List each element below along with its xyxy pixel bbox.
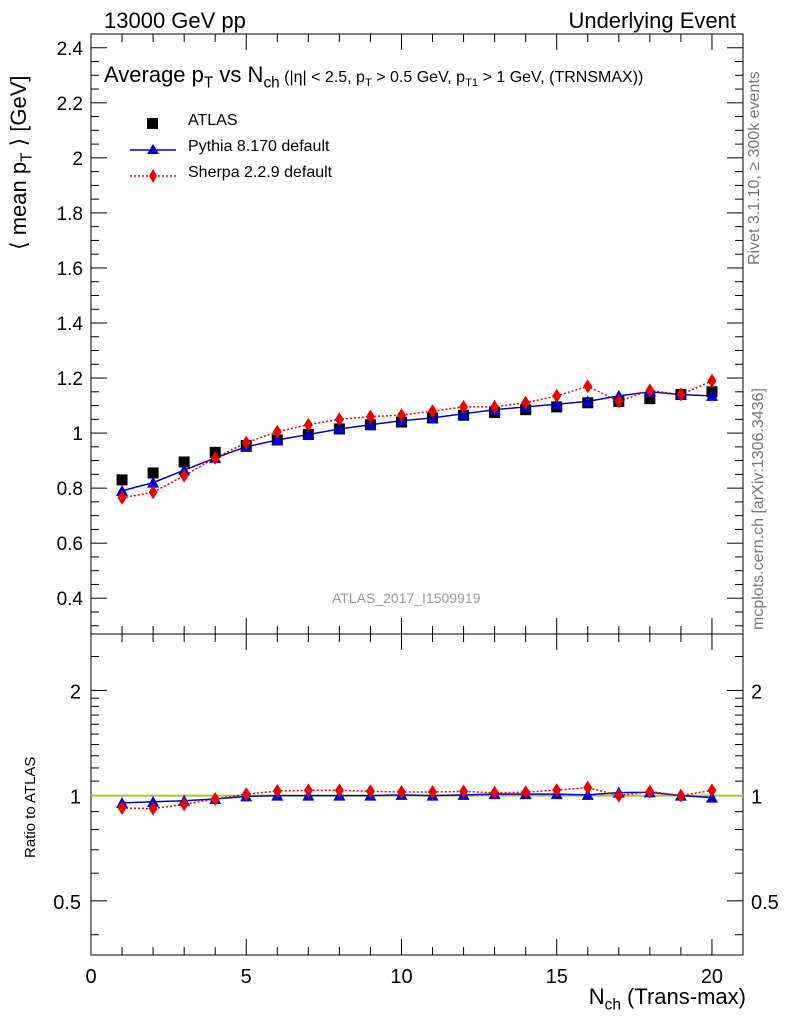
ratio-y-tick-label: 1: [70, 787, 81, 809]
y-tick-label: 2.2: [57, 94, 83, 115]
ratio-sherpa-point: [583, 780, 593, 795]
sherpa-point: [365, 409, 375, 424]
legend-label-atlas: ATLAS: [188, 112, 238, 129]
y-tick-label: 2: [72, 149, 83, 170]
sherpa-point: [614, 394, 624, 409]
ratio-sherpa-point: [521, 785, 531, 800]
ratio-sherpa-point: [428, 785, 438, 800]
y-tick-label: 0.6: [57, 534, 83, 555]
ratio-y-tick-label: 0.5: [53, 892, 81, 914]
legend-marker-atlas: [147, 118, 158, 129]
sherpa-point: [459, 399, 469, 414]
ratio-pythia-line: [121, 791, 713, 804]
atlas-point: [644, 393, 656, 405]
sherpa-point: [645, 383, 655, 398]
header-right: Underlying Event: [568, 8, 736, 33]
y-tick-label: 0.8: [57, 479, 83, 500]
ratio-sherpa-point: [210, 792, 220, 807]
ratio-frame: [90, 633, 744, 956]
legend-marker-sherpa: [130, 169, 176, 183]
plot-title: Average pT vs Nch (|η| < 2.5, pT > 0.5 G…: [104, 62, 644, 92]
x-tick-label: 20: [701, 966, 723, 988]
ratio-y-axis-title: Ratio to ATLAS: [22, 756, 39, 858]
pythia-point: [333, 422, 346, 434]
ratio-sherpa-point: [365, 784, 375, 799]
sherpa-point: [552, 388, 562, 403]
legend: ATLAS Pythia 8.170 default Sherpa 2.2.9 …: [130, 110, 390, 188]
ratio-sherpa-point: [334, 783, 344, 798]
legend-label-pythia: Pythia 8.170 default: [188, 138, 330, 155]
y-tick-label: 1.2: [57, 369, 83, 390]
ratio-sherpa-point: [490, 785, 500, 800]
y-tick-label: 1.6: [57, 259, 83, 280]
ratio-sherpa-point: [645, 784, 655, 799]
legend-marker-pythia: [130, 144, 176, 154]
sherpa-point: [303, 417, 313, 432]
y-tick-label: 1.4: [57, 314, 84, 335]
pythia-point: [271, 433, 284, 445]
sherpa-point: [521, 395, 531, 410]
pythia-point: [581, 395, 594, 407]
rivet-label: Rivet 3.1.10, ≥ 300k events: [746, 71, 763, 265]
pythia-point: [364, 418, 377, 430]
x-tick-label: 0: [85, 966, 96, 988]
sherpa-point: [334, 412, 344, 427]
sherpa-point: [210, 450, 220, 465]
sherpa-point: [117, 490, 127, 505]
sherpa-point: [179, 468, 189, 483]
ratio-sherpa-point: [148, 801, 158, 816]
ratio-sherpa-point: [676, 788, 686, 803]
ratio-sherpa-point: [117, 800, 127, 815]
sherpa-point: [428, 404, 438, 419]
sherpa-point: [707, 373, 717, 388]
ratio-y-tick-label-right: 1: [751, 787, 762, 809]
ratio-sherpa-point: [303, 783, 313, 798]
pythia-point: [302, 428, 315, 440]
ratio-y-tick-label: 2: [70, 681, 81, 703]
legend-label-sherpa: Sherpa 2.2.9 default: [188, 164, 333, 181]
ratio-sherpa-point: [396, 785, 406, 800]
ratio-sherpa-line: [121, 786, 713, 810]
y-axis-title: ⟨ mean pT ⟩ [GeV]: [6, 75, 36, 250]
ratio-sherpa-point: [614, 788, 624, 803]
x-axis-title: Nch (Trans-max): [588, 984, 746, 1014]
legend-entry-sherpa: Sherpa 2.2.9 default: [130, 162, 390, 188]
x-tick-label: 15: [546, 966, 568, 988]
pythia-point: [550, 398, 563, 410]
legend-entry-atlas: ATLAS: [130, 110, 390, 136]
y-tick-label: 1: [72, 424, 83, 445]
ratio-sherpa-point: [459, 784, 469, 799]
sherpa-point: [148, 485, 158, 500]
y-tick-label: 0.4: [57, 589, 84, 610]
ratio-sherpa-point: [241, 787, 251, 802]
y-tick-label: 1.8: [57, 204, 83, 225]
sherpa-point: [396, 408, 406, 423]
ratio-y-tick-label-right: 0.5: [751, 892, 779, 914]
header-left: 13000 GeV pp: [104, 8, 246, 33]
sherpa-point: [676, 387, 686, 402]
analysis-watermark: ATLAS_2017_I1509919: [332, 590, 481, 606]
pythia-point: [705, 389, 718, 401]
x-tick-label: 5: [241, 966, 252, 988]
ratio-y-tick-label-right: 2: [751, 681, 762, 703]
ratio-sherpa-point: [179, 797, 189, 812]
sherpa-point: [241, 435, 251, 450]
pythia-point: [116, 484, 129, 496]
atlas-point: [178, 456, 190, 468]
mcplots-label: mcplots.cern.ch [arXiv:1306.3436]: [750, 388, 767, 630]
sherpa-point: [583, 379, 593, 394]
ratio-sherpa-point: [272, 783, 282, 798]
x-tick-label: 10: [390, 966, 412, 988]
atlas-point: [116, 474, 128, 486]
ratio-sherpa-point: [552, 783, 562, 798]
atlas-point: [147, 467, 159, 479]
sherpa-point: [272, 424, 282, 439]
legend-entry-pythia: Pythia 8.170 default: [130, 136, 390, 162]
pythia-point: [147, 476, 160, 488]
y-tick-label: 2.4: [57, 39, 84, 60]
sherpa-point: [490, 399, 500, 414]
ratio-pythia-point: [147, 795, 160, 807]
ratio-sherpa-point: [707, 783, 717, 798]
